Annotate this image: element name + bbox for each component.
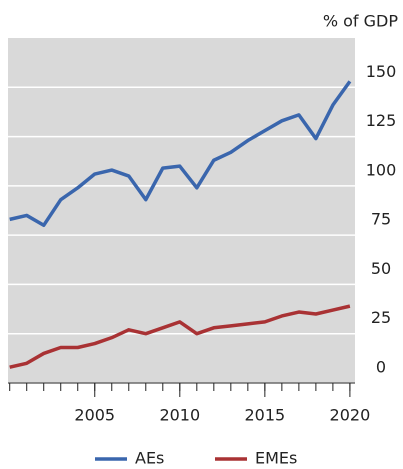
y-tick-label: 50	[371, 259, 391, 278]
y-unit: % of GDP	[323, 12, 399, 31]
y-tick-label: 100	[366, 160, 397, 179]
y-tick-label: 25	[371, 308, 391, 327]
y-tick-label: 150	[366, 62, 397, 81]
x-tick-label: 2020	[330, 406, 371, 425]
x-tick-label: 2010	[159, 406, 200, 425]
y-tick-label: 75	[371, 210, 391, 229]
series-line	[9, 304, 351, 369]
y-tick-label: 125	[366, 111, 397, 130]
x-tick-label: 2005	[74, 406, 115, 425]
plot-background	[8, 38, 355, 383]
x-tick-label: 2015	[244, 406, 285, 425]
series-line	[9, 80, 352, 228]
y-tick-label: 0	[376, 358, 386, 377]
legend-label: EMEs	[255, 449, 297, 468]
legend-label: AEs	[135, 449, 164, 468]
